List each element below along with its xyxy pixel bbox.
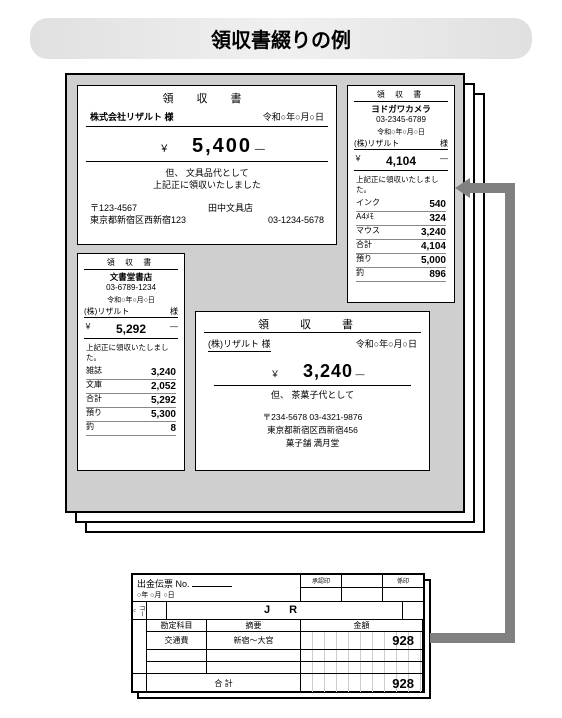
document-root: 領収書綴りの例 領 収 書 株式会社リザルト 様 令和○年○月○日 ￥ 5,40… — [10, 18, 552, 693]
arrow-icon — [10, 18, 562, 718]
